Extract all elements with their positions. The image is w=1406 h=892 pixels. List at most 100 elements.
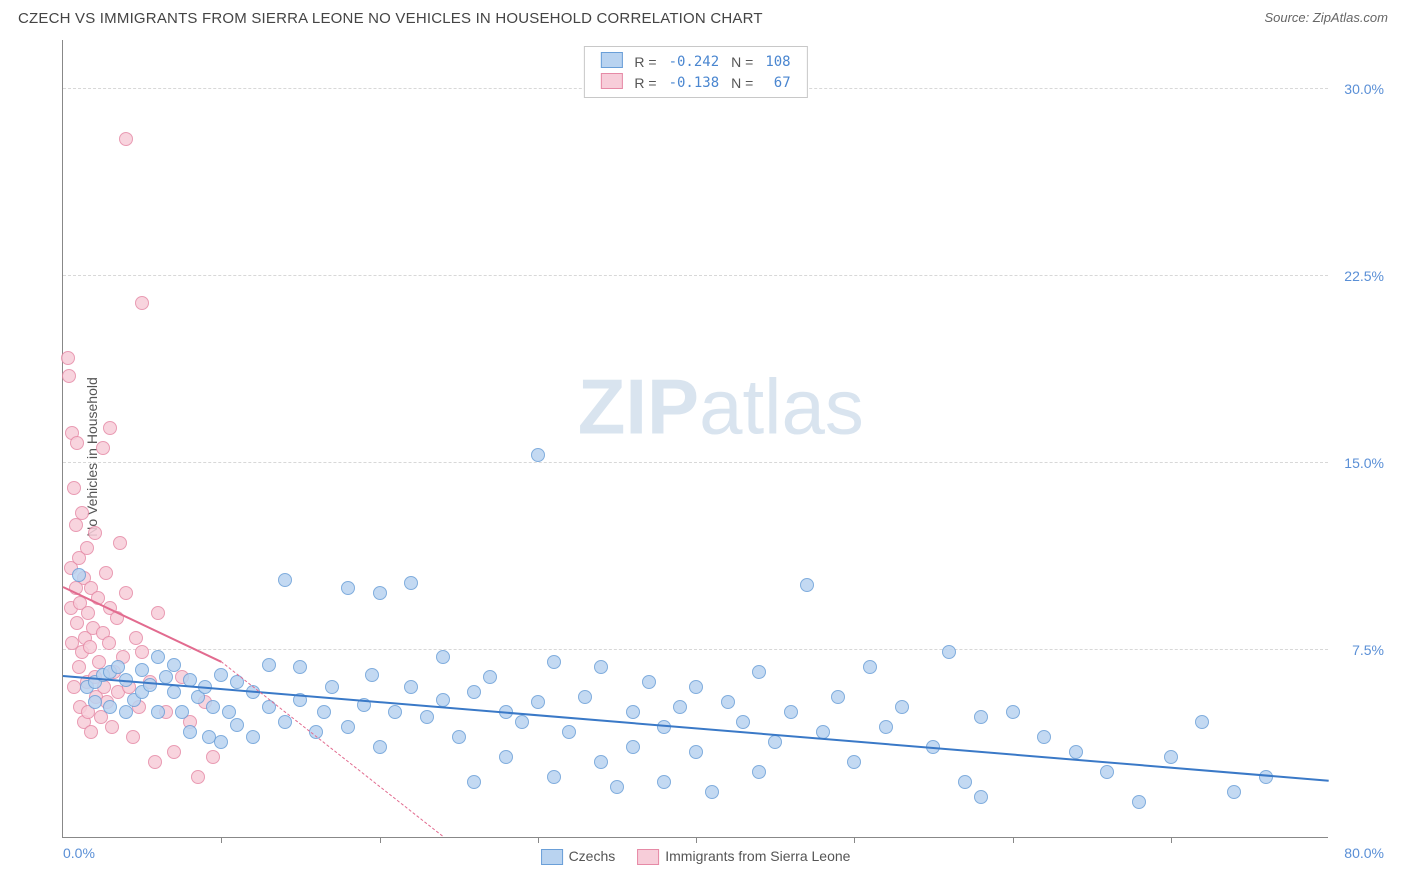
czech-point xyxy=(420,710,434,724)
czech-point xyxy=(1259,770,1273,784)
sierra-leone-point xyxy=(167,745,181,759)
sierra-leone-point xyxy=(148,755,162,769)
czech-point xyxy=(831,690,845,704)
czech-point xyxy=(958,775,972,789)
x-axis-tick xyxy=(1013,837,1014,843)
czech-point xyxy=(483,670,497,684)
czech-point xyxy=(1069,745,1083,759)
czech-point xyxy=(800,578,814,592)
czech-point xyxy=(1195,715,1209,729)
czech-point xyxy=(373,740,387,754)
sierra-leone-point xyxy=(191,770,205,784)
y-axis-tick-label: 15.0% xyxy=(1344,455,1384,471)
sierra-leone-point xyxy=(103,421,117,435)
czech-point xyxy=(317,705,331,719)
czech-point xyxy=(167,685,181,699)
sierra-leone-point xyxy=(83,640,97,654)
czech-point xyxy=(293,660,307,674)
czech-point xyxy=(206,700,220,714)
sierra-leone-point xyxy=(69,518,83,532)
czech-point xyxy=(657,720,671,734)
czech-point xyxy=(341,720,355,734)
czech-point xyxy=(531,695,545,709)
x-axis-tick xyxy=(538,837,539,843)
czech-point xyxy=(467,685,481,699)
czech-point xyxy=(1006,705,1020,719)
czech-point xyxy=(103,700,117,714)
czech-point xyxy=(895,700,909,714)
czech-point xyxy=(436,650,450,664)
czech-point xyxy=(167,658,181,672)
czech-point xyxy=(578,690,592,704)
sierra-leone-point xyxy=(126,730,140,744)
sierra-leone-point xyxy=(113,536,127,550)
czech-point xyxy=(515,715,529,729)
sierra-leone-point xyxy=(96,441,110,455)
legend-row: R =-0.242N =108 xyxy=(594,51,796,72)
czech-point xyxy=(143,678,157,692)
czech-point xyxy=(230,718,244,732)
czech-point xyxy=(278,715,292,729)
czech-point xyxy=(689,745,703,759)
czech-point xyxy=(246,730,260,744)
gridline xyxy=(63,462,1328,463)
correlation-legend: R =-0.242N =108R =-0.138N =67 xyxy=(583,46,807,98)
y-axis-tick-label: 22.5% xyxy=(1344,268,1384,284)
czech-point xyxy=(1227,785,1241,799)
czech-point xyxy=(135,663,149,677)
czech-point xyxy=(262,658,276,672)
czech-point xyxy=(879,720,893,734)
sierra-leone-point xyxy=(70,616,84,630)
czech-point xyxy=(721,695,735,709)
czech-point xyxy=(942,645,956,659)
sierra-leone-point xyxy=(70,436,84,450)
czech-point xyxy=(610,780,624,794)
sierra-leone-point xyxy=(129,631,143,645)
czech-point xyxy=(278,573,292,587)
czech-point xyxy=(863,660,877,674)
czech-point xyxy=(1037,730,1051,744)
czech-point xyxy=(752,765,766,779)
czech-point xyxy=(705,785,719,799)
sierra-leone-point xyxy=(81,606,95,620)
czech-point xyxy=(388,705,402,719)
sierra-leone-point xyxy=(67,481,81,495)
czech-point xyxy=(175,705,189,719)
czech-point xyxy=(1132,795,1146,809)
czech-point xyxy=(214,735,228,749)
chart-title: CZECH VS IMMIGRANTS FROM SIERRA LEONE NO… xyxy=(18,10,763,27)
sierra-leone-point xyxy=(151,606,165,620)
czech-point xyxy=(151,650,165,664)
sierra-leone-point xyxy=(80,541,94,555)
czech-point xyxy=(657,775,671,789)
czech-point xyxy=(452,730,466,744)
sierra-leone-point xyxy=(62,369,76,383)
sierra-leone-point xyxy=(99,566,113,580)
czech-point xyxy=(467,775,481,789)
czech-point xyxy=(1164,750,1178,764)
czech-point xyxy=(594,755,608,769)
sierra-leone-point xyxy=(135,296,149,310)
czech-point xyxy=(689,680,703,694)
czech-point xyxy=(547,655,561,669)
x-axis-tick xyxy=(380,837,381,843)
czech-point xyxy=(1100,765,1114,779)
czech-point xyxy=(119,705,133,719)
sierra-leone-point xyxy=(72,660,86,674)
sierra-leone-point xyxy=(102,636,116,650)
sierra-leone-point xyxy=(135,645,149,659)
x-axis-max-label: 80.0% xyxy=(1344,845,1384,861)
czech-point xyxy=(642,675,656,689)
czech-point xyxy=(736,715,750,729)
sierra-leone-point xyxy=(75,506,89,520)
sierra-leone-point xyxy=(88,526,102,540)
czech-point xyxy=(183,725,197,739)
legend-item-sierra-leone: Immigrants from Sierra Leone xyxy=(637,848,850,865)
czech-point xyxy=(436,693,450,707)
czech-point xyxy=(404,576,418,590)
czech-point xyxy=(365,668,379,682)
czech-point xyxy=(673,700,687,714)
gridline xyxy=(63,649,1328,650)
czech-point xyxy=(214,668,228,682)
sierra-leone-point xyxy=(105,720,119,734)
